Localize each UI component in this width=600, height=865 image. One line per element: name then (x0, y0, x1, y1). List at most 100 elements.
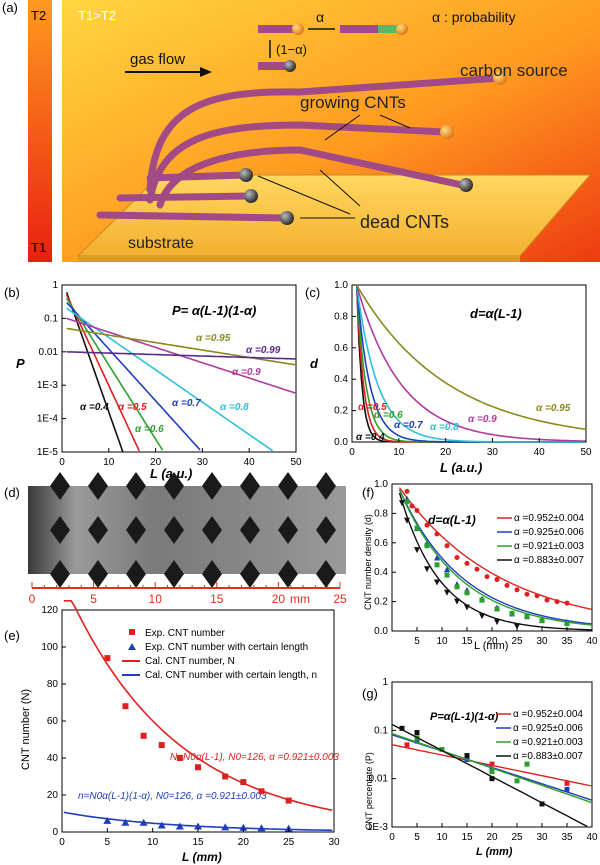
scale-tick-label: 20 (272, 592, 286, 606)
panel-f-point (424, 522, 430, 528)
micrograph-marker (240, 472, 260, 500)
y-tick-label: 120 (41, 605, 58, 616)
y-tick-label: 0.6 (334, 343, 348, 354)
panel-f-point (464, 604, 470, 611)
dead-catalyst-1 (280, 211, 294, 225)
exp-certain-point (103, 816, 112, 824)
exp-n-point (285, 797, 292, 804)
temperature-condition: T1>T2 (78, 8, 116, 23)
panel-f-point (494, 606, 500, 612)
panel-b-label: (b) (4, 285, 20, 300)
panel-e-xlabel: L (mm) (182, 850, 222, 864)
panel-g-point (489, 776, 495, 782)
panel-g-formula: P=α(L-1)(1-α) (430, 711, 499, 723)
x-tick-label: 35 (561, 636, 573, 647)
panel-g-fit (391, 723, 588, 827)
scheme-cnt-2 (340, 25, 378, 33)
x-tick-label: 20 (440, 447, 452, 458)
panel-f-point (414, 507, 420, 513)
panel-e-ticks: 0 5 10 15 20 25 30 0 20 40 60 80 100 120 (41, 605, 340, 848)
panel-g-point (564, 786, 570, 792)
panel-e-legend: Exp. CNT number Exp. CNT number with cer… (122, 628, 317, 681)
x-tick-label: 25 (511, 832, 523, 843)
panel-f-fit (398, 489, 593, 625)
exp-certain-point (239, 823, 248, 831)
x-tick-label: 0 (59, 837, 65, 848)
micrograph-marker (164, 472, 184, 500)
micrograph-marker (316, 560, 336, 588)
catalyst-3 (459, 178, 473, 192)
temperature-bar (28, 0, 52, 262)
legend-exp-certain-marker (128, 643, 136, 650)
x-tick-label: 0 (389, 832, 395, 843)
c-label-a09: α =0.9 (468, 414, 497, 425)
scheme-catalyst-1 (292, 23, 304, 35)
panel-f-point (464, 590, 470, 596)
panel-f-point (444, 566, 450, 573)
carbon-source-label: carbon source (460, 61, 568, 80)
x-tick-label: 25 (283, 837, 295, 848)
panel-b-series-labels: α =0.4 α =0.5 α =0.6 α =0.7 α =0.8 α =0.… (80, 333, 281, 435)
panel-e-annotation-certain: n=N0α(L-1)(1-α), N0=126, α =0.921±0.003 (78, 791, 267, 802)
f-legend-1: α =0.952±0.004 (514, 513, 584, 524)
micrograph-marker (126, 516, 146, 544)
x-tick-label: 30 (328, 837, 340, 848)
panel-f-point (434, 531, 440, 537)
dead-cnts-label: dead CNTs (360, 212, 449, 232)
dead-cnt-1 (96, 211, 289, 222)
g-legend-2: α =0.925±0.006 (513, 723, 583, 734)
panel-f-xlabel: L (mm) (474, 640, 508, 652)
x-tick-label: 0 (349, 447, 355, 458)
panel-f-point (494, 619, 500, 626)
g-legend-3: α =0.921±0.003 (513, 737, 583, 748)
substrate-label: substrate (128, 235, 194, 252)
panel-g: (g) P=α(L-1)(1-α) L (mm) CNT percentate … (362, 677, 598, 858)
x-tick-label: 20 (486, 636, 498, 647)
micrograph-marker (316, 516, 336, 544)
panel-g-point (399, 725, 405, 731)
micrograph-marker (240, 560, 260, 588)
panel-f-point (454, 555, 460, 560)
micrograph-marker (278, 560, 298, 588)
panel-a: (a) T2 T1 T1>T2 substrate gas flow α α :… (2, 0, 600, 262)
dead-catalyst-2 (244, 189, 258, 203)
x-tick-label: 30 (536, 636, 548, 647)
exp-n-point (158, 742, 165, 749)
x-tick-label: 5 (414, 832, 420, 843)
c-label-a06: α =0.6 (374, 410, 403, 421)
y-tick-label: 0 (52, 827, 58, 838)
panel-b-series (65, 292, 297, 453)
panel-f-point (554, 599, 560, 605)
dead-catalyst-3 (239, 168, 253, 182)
c-label-a04: α =0.4 (356, 432, 385, 443)
micrograph-marker (278, 472, 298, 500)
panel-c-line (355, 284, 586, 442)
b-label-a09: α =0.9 (232, 367, 261, 378)
scale-tick-label: 10 (149, 592, 163, 606)
legend-exp-n: Exp. CNT number (145, 628, 226, 639)
exp-certain-point (139, 818, 148, 826)
x-tick-label: 15 (192, 837, 204, 848)
panel-f-point (474, 566, 480, 572)
panel-g-point (564, 780, 570, 786)
x-tick-label: 15 (461, 832, 473, 843)
y-tick-label: 0.4 (374, 567, 388, 578)
panel-g-fit (391, 732, 593, 804)
y-tick-label: 0.1 (44, 313, 58, 324)
y-tick-label: 80 (47, 679, 59, 690)
b-label-a04: α =0.4 (80, 402, 109, 413)
panel-b-frame (61, 284, 297, 453)
panel-f-ticks: 5 10 15 20 25 30 35 40 0.0 0.2 0.4 0.6 0.8 1.0 (374, 479, 598, 647)
panel-f-ylabel: CNT number density (d) (363, 514, 373, 610)
panel-f-point (564, 600, 570, 606)
panel-b-line (66, 351, 296, 360)
gas-flow-arrowhead (200, 67, 212, 77)
panel-f-point (524, 591, 530, 597)
b-label-a099: α =0.99 (246, 345, 281, 356)
panel-f-formula: d=α(L-1) (428, 513, 476, 527)
exp-certain-point (157, 821, 166, 829)
exp-certain-point (257, 824, 266, 832)
panel-b-ticks: 0 10 20 30 40 50 1 0.1 0.01 1E-3 1E-4 1E-5 (37, 280, 302, 468)
b-label-a07: α =0.7 (172, 398, 201, 409)
